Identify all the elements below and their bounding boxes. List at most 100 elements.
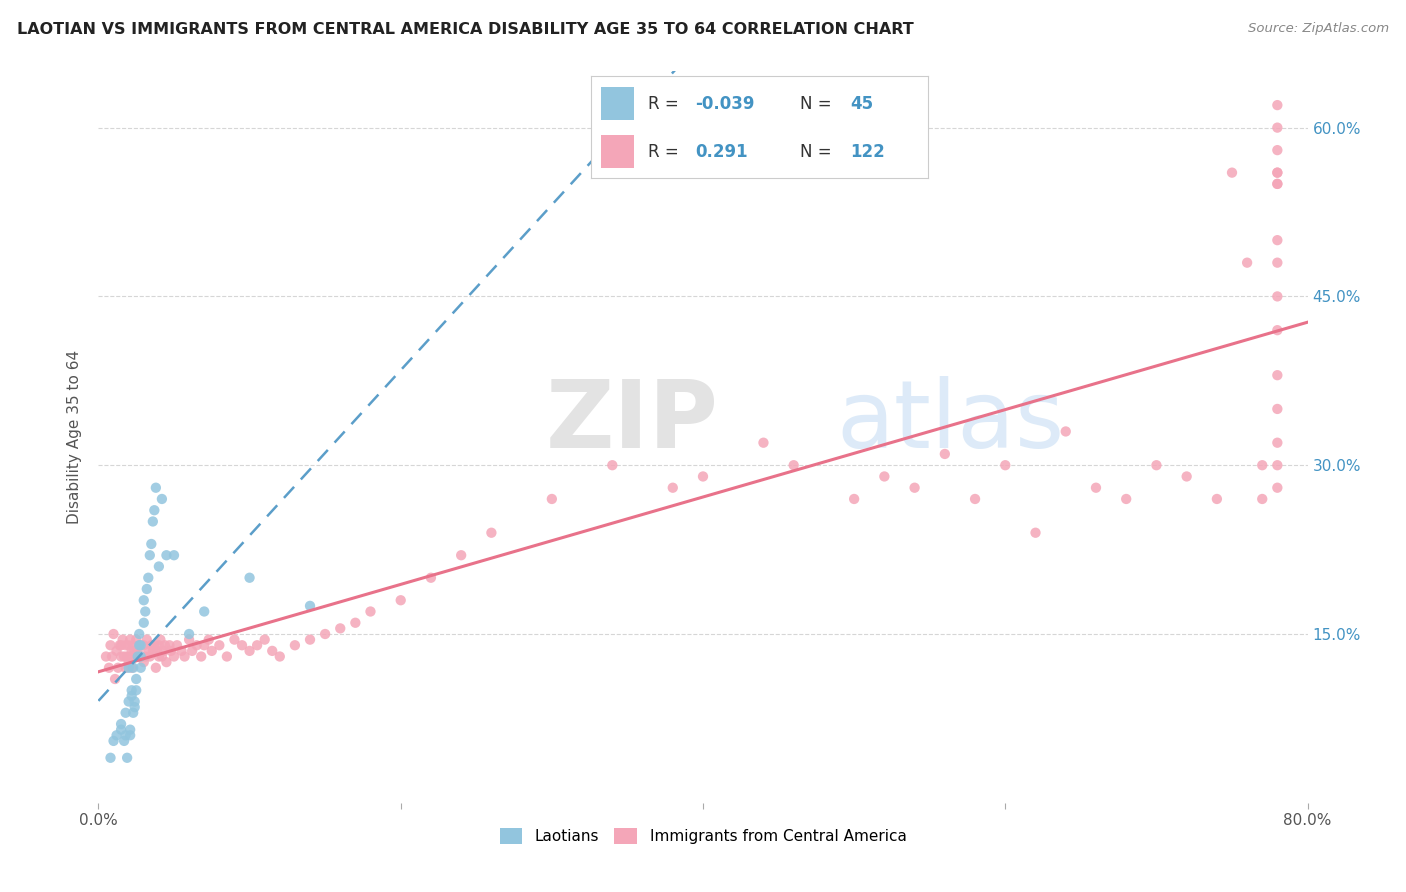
Point bbox=[129, 661, 152, 675]
Point bbox=[145, 661, 167, 675]
Point bbox=[121, 661, 143, 675]
Point bbox=[163, 548, 186, 562]
Point bbox=[1251, 491, 1274, 506]
Point bbox=[481, 525, 503, 540]
Point bbox=[1267, 166, 1289, 180]
Point bbox=[122, 661, 145, 675]
Point bbox=[450, 548, 472, 562]
Point bbox=[1267, 481, 1289, 495]
Point bbox=[344, 615, 367, 630]
Bar bbox=[600, 136, 634, 168]
Point bbox=[104, 672, 127, 686]
Point bbox=[692, 469, 714, 483]
Point bbox=[1144, 458, 1167, 473]
Point bbox=[201, 644, 224, 658]
Point bbox=[114, 661, 136, 675]
Point bbox=[142, 644, 165, 658]
Text: 122: 122 bbox=[851, 143, 886, 161]
Point bbox=[118, 694, 141, 708]
Point bbox=[1267, 177, 1289, 191]
Point bbox=[103, 627, 125, 641]
Point bbox=[139, 548, 162, 562]
Point bbox=[284, 638, 307, 652]
Point bbox=[190, 649, 212, 664]
Point bbox=[1267, 458, 1289, 473]
Legend: Laotians, Immigrants from Central America: Laotians, Immigrants from Central Americ… bbox=[494, 822, 912, 850]
Point bbox=[246, 638, 269, 652]
Text: 45: 45 bbox=[851, 95, 873, 112]
Point bbox=[139, 649, 162, 664]
Point bbox=[142, 515, 165, 529]
Point bbox=[1267, 435, 1289, 450]
Point bbox=[163, 649, 186, 664]
Point bbox=[120, 632, 142, 647]
Point bbox=[1267, 120, 1289, 135]
Point bbox=[1267, 166, 1289, 180]
Point bbox=[132, 615, 155, 630]
Point bbox=[128, 627, 150, 641]
Point bbox=[125, 632, 148, 647]
Text: N =: N = bbox=[800, 95, 831, 112]
Point bbox=[98, 661, 121, 675]
Point bbox=[179, 627, 201, 641]
Text: -0.039: -0.039 bbox=[695, 95, 755, 112]
Point bbox=[360, 605, 382, 619]
Text: R =: R = bbox=[648, 95, 679, 112]
Point bbox=[873, 469, 896, 483]
Point bbox=[135, 582, 157, 596]
Point bbox=[1267, 368, 1289, 383]
Point bbox=[904, 481, 927, 495]
Point bbox=[150, 491, 173, 506]
Point bbox=[94, 649, 117, 664]
Point bbox=[314, 627, 336, 641]
Point bbox=[103, 734, 125, 748]
Point bbox=[155, 655, 177, 669]
Point bbox=[121, 689, 143, 703]
Point bbox=[141, 638, 163, 652]
Point bbox=[1267, 401, 1289, 416]
Point bbox=[118, 638, 141, 652]
Point bbox=[115, 649, 138, 664]
Point bbox=[125, 683, 148, 698]
Point bbox=[783, 458, 806, 473]
Point bbox=[132, 655, 155, 669]
Text: N =: N = bbox=[800, 143, 831, 161]
Point bbox=[1054, 425, 1077, 439]
Point bbox=[110, 638, 132, 652]
Point bbox=[110, 649, 132, 664]
Point bbox=[134, 605, 156, 619]
Point bbox=[114, 706, 136, 720]
Point bbox=[1115, 491, 1137, 506]
Point bbox=[329, 621, 352, 635]
Point bbox=[128, 638, 150, 652]
Point bbox=[239, 644, 262, 658]
Point bbox=[1267, 255, 1289, 269]
Point bbox=[1267, 98, 1289, 112]
Point bbox=[215, 649, 238, 664]
Point bbox=[155, 548, 177, 562]
Point bbox=[602, 458, 624, 473]
Point bbox=[752, 435, 775, 450]
Point bbox=[934, 447, 956, 461]
Point bbox=[148, 649, 170, 664]
Point bbox=[159, 638, 181, 652]
Point bbox=[965, 491, 987, 506]
Point bbox=[994, 458, 1017, 473]
Point bbox=[299, 599, 322, 613]
Point bbox=[152, 644, 174, 658]
Point bbox=[150, 649, 173, 664]
Point bbox=[186, 638, 208, 652]
Point bbox=[107, 661, 129, 675]
Point bbox=[208, 638, 231, 652]
Point bbox=[127, 649, 149, 664]
Point bbox=[153, 638, 176, 652]
Point bbox=[101, 649, 124, 664]
Point bbox=[112, 649, 135, 664]
Point bbox=[128, 638, 150, 652]
Point bbox=[145, 481, 167, 495]
Point bbox=[105, 644, 128, 658]
Point bbox=[132, 593, 155, 607]
Point bbox=[262, 644, 284, 658]
Point bbox=[224, 632, 246, 647]
Point bbox=[1267, 143, 1289, 157]
